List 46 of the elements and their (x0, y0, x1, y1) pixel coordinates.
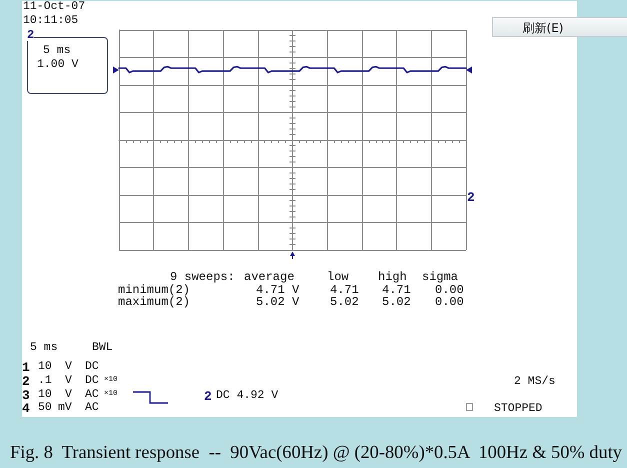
text: average (244, 270, 294, 284)
text: 50 (38, 401, 52, 414)
text: 刷新(E) (522, 21, 564, 35)
text: high (378, 270, 407, 284)
text: DC (85, 360, 99, 374)
text: AC (85, 401, 99, 414)
text: 4 (22, 400, 30, 416)
text: STOPPED (494, 402, 542, 416)
text: 2 (22, 374, 30, 388)
text: sigma (422, 270, 458, 284)
text: 5.02 (382, 295, 411, 309)
text: 2 (27, 28, 34, 42)
text: 10:11:05 (23, 14, 78, 28)
button[interactable] (492, 17, 627, 37)
text: 4.71 (382, 283, 411, 297)
text: 4.71 (330, 283, 359, 297)
text: V (65, 360, 72, 374)
text: DC 4.92 V (216, 389, 278, 402)
text: 5 ms (30, 341, 58, 354)
text: 5.02 (330, 295, 359, 309)
text: 2 MS/s (514, 375, 556, 388)
text: .1 (38, 374, 52, 388)
text: mV (58, 401, 72, 414)
text: 2 (204, 388, 212, 404)
text: AC (85, 388, 99, 402)
text: BWL (92, 341, 113, 354)
text: 1.00 V (37, 58, 78, 72)
text: DC (85, 374, 99, 388)
text: 5.02 V (256, 295, 300, 309)
text: V (65, 374, 72, 388)
text: low (327, 270, 349, 284)
text: 2 (467, 190, 475, 204)
text: 10 (38, 360, 52, 374)
text: 1 (22, 360, 30, 374)
caption: Fig. 8 Transient response -- 90Vac(60Hz) @ (20-80%)*0.5A 100Hz & 50% duty (10, 442, 622, 462)
text: V (65, 388, 72, 402)
text: 0.00 (435, 283, 464, 297)
text: maximum(2) (118, 295, 190, 309)
text: 5 ms (43, 44, 71, 58)
text: minimum(2) (118, 283, 190, 297)
text: 4.71 V (256, 283, 300, 297)
text: 11-Oct-07 (23, 0, 86, 14)
text: 3 (22, 388, 30, 402)
text: 10 (38, 388, 52, 402)
text: 0.00 (435, 295, 464, 309)
text: 9 sweeps: (170, 270, 235, 284)
